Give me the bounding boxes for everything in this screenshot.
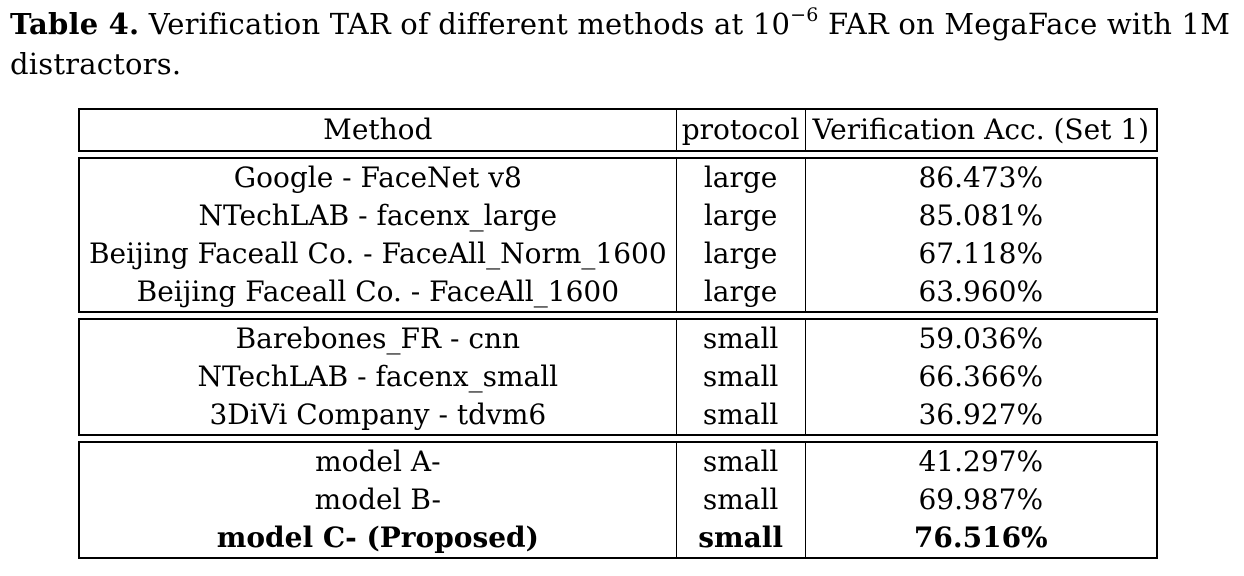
caption-label: Table 4. [10,7,140,41]
protocol-cell: small [676,441,806,481]
header-method: Method [78,108,677,152]
protocol-cell: large [676,157,806,197]
protocol-cell: small [677,481,806,519]
accuracy-cell: 66.366% [806,358,1158,396]
method-cell: 3DiVi Company - tdvm6 [78,396,677,436]
table-row: Beijing Faceall Co. - FaceAll_Norm_1600 l… [78,235,1158,273]
protocol-cell: small [676,318,806,358]
accuracy-cell: 67.118% [806,235,1158,273]
table-row: model C- (Proposed) small 76.516% [78,519,1158,559]
table-row: 3DiVi Company - tdvm6 small 36.927% [78,396,1158,436]
results-table: Method protocol Verification Acc. (Set 1… [78,108,1158,559]
accuracy-cell: 63.960% [805,273,1158,313]
caption-text-after-exponent: FAR on MegaFace with 1M distractors. [10,7,1231,81]
table-row: NTechLAB - facenx_small small 66.366% [78,358,1158,396]
table-row: Beijing Faceall Co. - FaceAll_1600 large 6… [78,273,1158,313]
accuracy-cell: 85.081% [806,197,1158,235]
method-cell: NTechLAB - facenx_small [78,358,677,396]
table-row: Barebones_FR - cnn small 59.036% [78,318,1158,358]
accuracy-cell: 59.036% [805,318,1158,358]
protocol-cell: small [676,396,806,436]
caption-exponent: −6 [790,4,819,26]
header-protocol: protocol [676,108,806,152]
caption-text-before-exponent: Verification TAR of different methods at… [148,7,791,41]
table-row: Google - FaceNet v8 large 86.473% [78,157,1158,197]
accuracy-cell: 36.927% [805,396,1158,436]
method-cell: Beijing Faceall Co. - FaceAll_Norm_1600 [78,235,677,273]
method-cell: model A- [78,441,677,481]
method-cell: Beijing Faceall Co. - FaceAll_1600 [78,273,677,313]
method-cell: Barebones_FR - cnn [78,318,677,358]
accuracy-cell: 41.297% [805,441,1158,481]
method-cell: model B- [78,481,677,519]
protocol-cell: large [677,235,806,273]
header-verification-acc: Verification Acc. (Set 1) [805,108,1158,152]
table-row: model A-small 41.297% [78,441,1158,481]
results-table-container: Method protocol Verification Acc. (Set 1… [78,108,1158,559]
table-row: NTechLAB - facenx_large large 85.081% [78,197,1158,235]
accuracy-cell: 86.473% [805,157,1158,197]
table-caption: Table 4. Verification TAR of different m… [10,4,1238,84]
method-cell: Google - FaceNet v8 [78,157,677,197]
table-row: model B-small 69.987% [78,481,1158,519]
method-cell: NTechLAB - facenx_large [78,197,677,235]
protocol-cell: small [676,519,806,559]
accuracy-cell: 69.987% [806,481,1158,519]
accuracy-cell: 76.516% [805,519,1158,559]
header-row: Method protocol Verification Acc. (Set 1… [78,108,1158,152]
protocol-cell: large [677,197,806,235]
protocol-cell: small [677,358,806,396]
protocol-cell: large [676,273,806,313]
method-cell: model C- (Proposed) [78,519,677,559]
